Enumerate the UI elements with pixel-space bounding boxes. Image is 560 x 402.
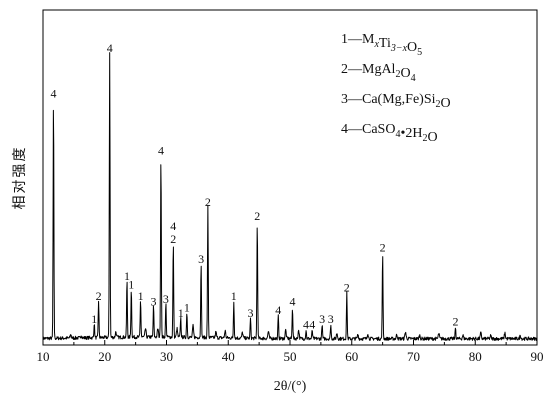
x-tick-label: 50 xyxy=(284,349,297,364)
peak-label: 2 xyxy=(96,289,102,303)
x-tick-label: 60 xyxy=(345,349,358,364)
y-axis-title: 相对强度 xyxy=(12,146,28,210)
peak-label: 1 xyxy=(231,289,237,303)
peak-label: 3 xyxy=(163,292,169,306)
x-tick-label: 10 xyxy=(37,349,50,364)
peak-label: 3 xyxy=(198,252,204,266)
peak-label: 2 xyxy=(170,232,176,246)
peak-label: 3 xyxy=(247,306,253,320)
peak-label: 1 xyxy=(138,289,144,303)
peak-label: 4 xyxy=(170,219,176,233)
legend: 1—MxTi3−xO5 2—MgAl2O4 3—Ca(Mg,Fe)Si2O 4—CaS… xyxy=(341,32,451,145)
peak-label: 3 xyxy=(319,312,325,326)
diffraction-line xyxy=(42,52,538,341)
legend-entry: 4—CaSO4•2H2O xyxy=(341,122,438,145)
peak-label: 3 xyxy=(328,312,334,326)
peak-label: 4 xyxy=(309,317,315,331)
peak-label: 1 xyxy=(91,312,97,326)
peak-label: 1 xyxy=(178,306,184,320)
x-tick-label: 70 xyxy=(407,349,420,364)
peak-label: 2 xyxy=(380,241,386,255)
x-tick-label: 20 xyxy=(98,349,111,364)
peak-label: 1 xyxy=(128,278,134,292)
legend-entry: 3—Ca(Mg,Fe)Si2O xyxy=(341,92,451,111)
peak-label: 2 xyxy=(344,280,350,294)
peak-label: 4 xyxy=(303,317,309,331)
peak-label: 4 xyxy=(275,303,281,317)
peak-label: 2 xyxy=(452,315,458,329)
x-tick-label: 80 xyxy=(469,349,482,364)
x-tick-label: 90 xyxy=(531,349,544,364)
peak-label: 2 xyxy=(254,209,260,223)
x-axis-ticks: 10 20 30 40 50 60 70 80 90 xyxy=(37,340,544,364)
peak-label: 4 xyxy=(289,295,295,309)
diffraction-trace xyxy=(42,52,538,341)
peak-label: 3 xyxy=(151,295,157,309)
peak-label: 1 xyxy=(184,300,190,314)
x-axis-title: 2θ/(°) xyxy=(274,379,307,394)
x-tick-label: 40 xyxy=(222,349,235,364)
peak-label: 4 xyxy=(50,87,56,101)
peak-label: 1 xyxy=(124,269,130,283)
peak-label: 4 xyxy=(107,41,113,55)
legend-entry: 1—MxTi3−xO5 xyxy=(341,32,422,58)
peak-label: 2 xyxy=(205,195,211,209)
legend-entry: 2—MgAl2O4 xyxy=(341,62,416,84)
x-tick-label: 30 xyxy=(160,349,173,364)
peak-label: 4 xyxy=(158,144,164,158)
